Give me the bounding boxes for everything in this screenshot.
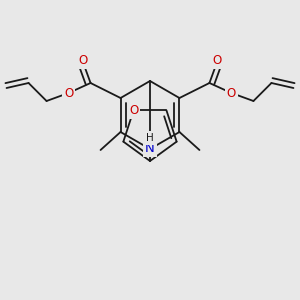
Text: O: O [78,55,87,68]
Text: H: H [146,133,154,143]
Text: O: O [129,104,138,117]
Text: O: O [227,86,236,100]
Text: O: O [213,55,222,68]
Text: O: O [64,86,73,100]
Text: N: N [145,142,155,155]
